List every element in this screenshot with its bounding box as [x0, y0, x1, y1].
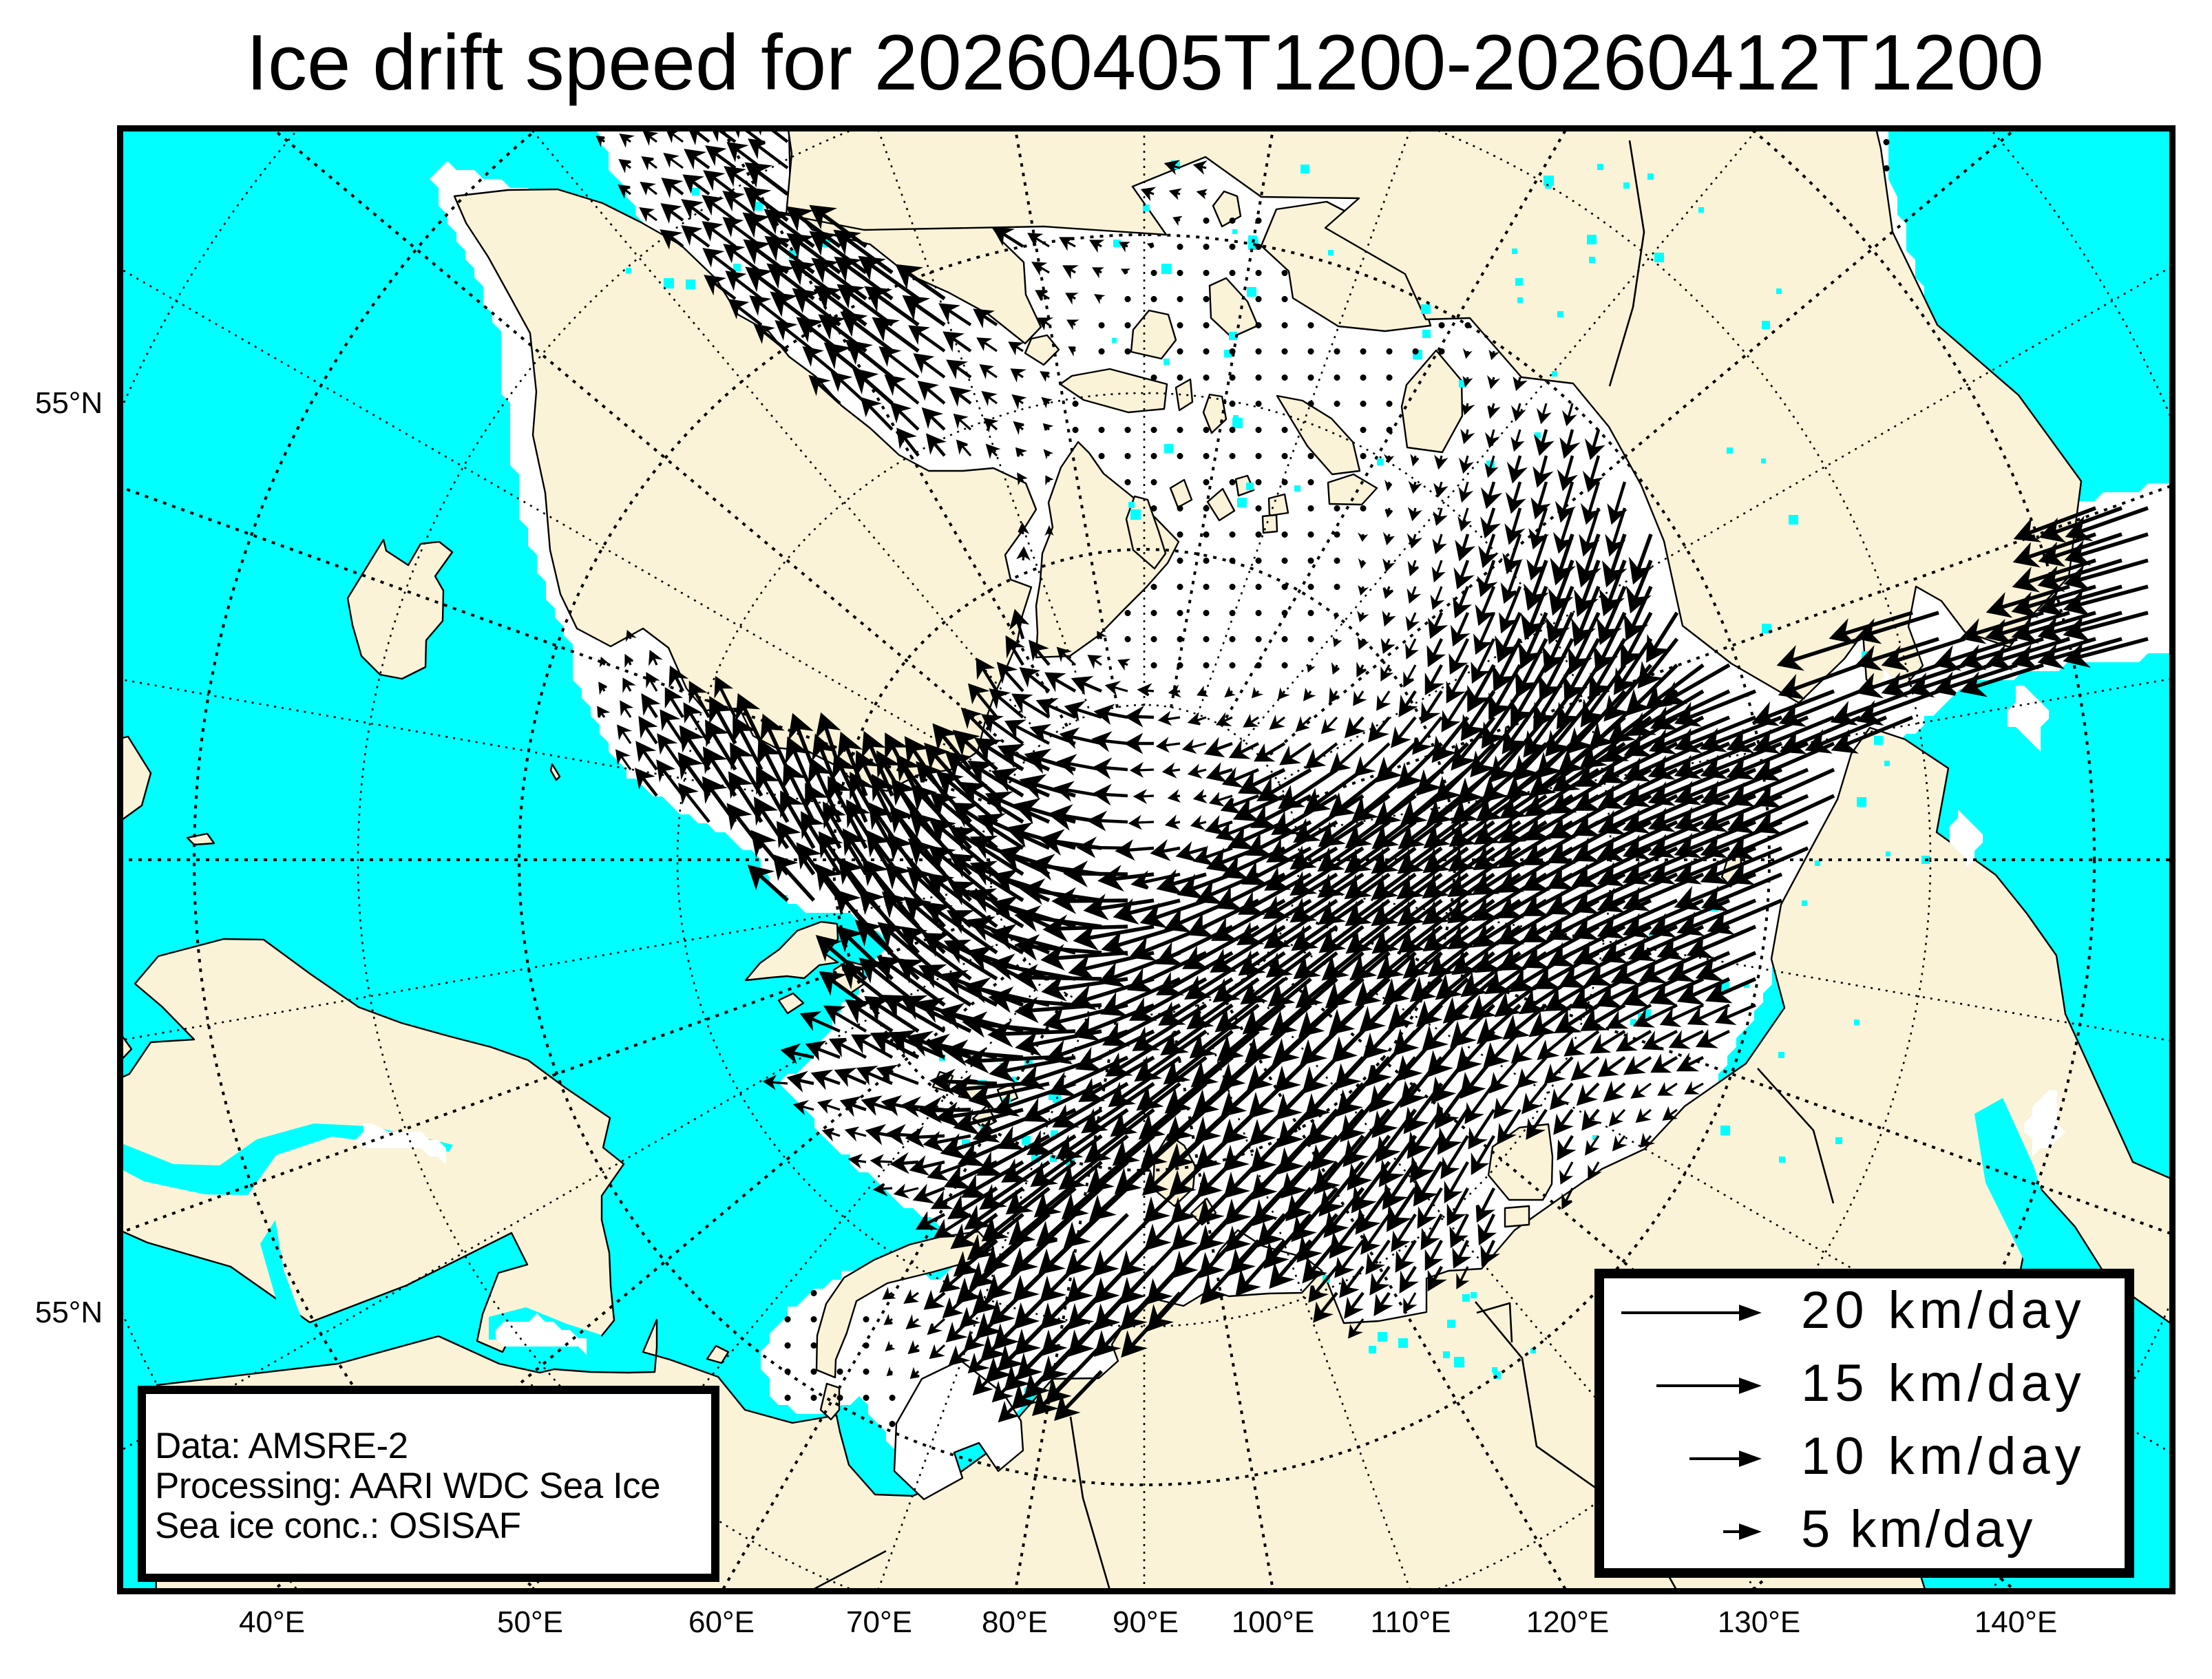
- svg-text:15 km/day: 15 km/day: [1801, 1354, 2086, 1413]
- svg-text:Processing: AARI WDC Sea Ice: Processing: AARI WDC Sea Ice: [155, 1466, 660, 1506]
- svg-text:140°E: 140°E: [1974, 1605, 2057, 1639]
- svg-text:120°E: 120°E: [1526, 1605, 1609, 1639]
- svg-text:10 km/day: 10 km/day: [1801, 1427, 2086, 1486]
- svg-text:110°E: 110°E: [1370, 1605, 1451, 1639]
- svg-text:20 km/day: 20 km/day: [1801, 1281, 2086, 1340]
- svg-text:55°N: 55°N: [35, 1296, 103, 1329]
- svg-text:80°E: 80°E: [982, 1605, 1048, 1639]
- svg-text:100°E: 100°E: [1232, 1605, 1314, 1639]
- svg-text:40°E: 40°E: [239, 1605, 305, 1639]
- svg-text:Sea ice conc.: OSISAF: Sea ice conc.: OSISAF: [155, 1506, 521, 1546]
- svg-text:5 km/day: 5 km/day: [1801, 1500, 2035, 1559]
- svg-text:Ice drift speed for 20260405T1: Ice drift speed for 20260405T1200-202604…: [246, 19, 2043, 107]
- svg-text:60°E: 60°E: [688, 1605, 755, 1639]
- svg-text:90°E: 90°E: [1113, 1605, 1179, 1639]
- svg-text:50°E: 50°E: [497, 1605, 563, 1639]
- svg-text:130°E: 130°E: [1718, 1605, 1800, 1639]
- svg-text:55°N: 55°N: [35, 386, 103, 420]
- svg-text:70°E: 70°E: [846, 1605, 912, 1639]
- svg-text:Data: AMSRE-2: Data: AMSRE-2: [155, 1426, 408, 1466]
